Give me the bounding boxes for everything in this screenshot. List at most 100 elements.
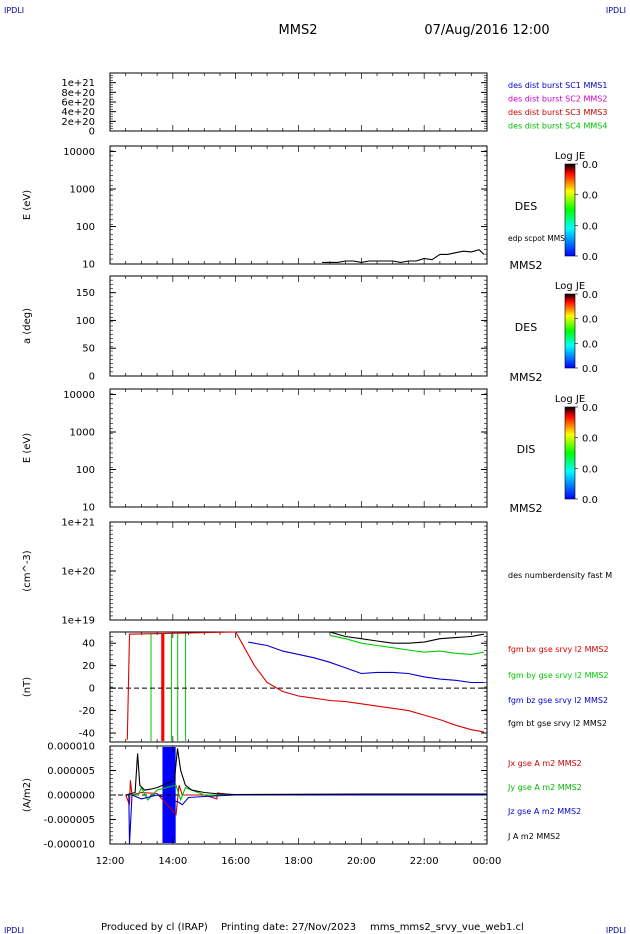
y-tick-label: 100 xyxy=(76,316,95,327)
colorbar-tick-label: 0.0 xyxy=(582,290,598,301)
series-line-2 xyxy=(329,634,484,655)
panel-5: 1e+19 1e+20 1e+21 (cm^-3) des numberdensity … xyxy=(22,518,612,627)
colorbar-tick-label: 0.0 xyxy=(582,191,598,202)
panel-frame xyxy=(109,72,488,132)
vertical-band xyxy=(185,633,187,741)
y-tick-label: 1000 xyxy=(70,184,95,195)
y-tick-label: 2e+20 xyxy=(61,117,95,128)
colorbar xyxy=(564,163,576,257)
spacecraft-label: MMS2 xyxy=(510,502,543,515)
colorbar xyxy=(564,406,576,500)
y-tick-label: 10000 xyxy=(63,390,95,401)
colorbar-tick-label: 0.0 xyxy=(582,434,598,445)
series-line-4 xyxy=(329,631,484,644)
corner-label-top-left: IPDLI xyxy=(4,6,24,15)
x-tick-label: 12:00 xyxy=(96,856,125,867)
series-legend-label: fgm by gse srvy l2 MMS2 xyxy=(508,671,609,680)
legend-entry: des dist burst SC3 MMS3 xyxy=(508,108,607,117)
x-tick-label: 00:00 xyxy=(473,856,502,867)
legend-entry: des dist burst SC1 MMS1 xyxy=(508,81,607,90)
series-legend-label: Jy gse A m2 MMS2 xyxy=(507,783,582,792)
y-tick-label: -20 xyxy=(79,706,95,717)
series-legend-label: Jz gse A m2 MMS2 xyxy=(507,807,581,816)
y-tick-label: 0.000005 xyxy=(47,766,95,777)
instrument-label: DIS xyxy=(517,443,536,456)
spacecraft-label: MMS2 xyxy=(510,259,543,272)
colorbar-tick-label: 0.0 xyxy=(582,252,598,263)
panel-frame xyxy=(109,631,488,743)
x-tick-label: 20:00 xyxy=(347,856,376,867)
footer-printing-date: Printing date: 27/Nov/2023 xyxy=(221,922,356,933)
series-line-3 xyxy=(125,794,487,845)
time-axis: 12:00 14:00 16:00 18:00 20:00 22:00 00:00 xyxy=(96,856,502,867)
y-tick-label: 100 xyxy=(76,222,95,233)
panel-2: 10 100 1000 10000 E (eV) edp scpot MMS2 DES MMS… xyxy=(22,145,598,272)
y-tick-label: -0.000010 xyxy=(44,840,95,851)
y-axis-label: a (deg) xyxy=(22,308,33,344)
y-tick-label: 1e+19 xyxy=(61,616,95,627)
y-axis-label: E (eV) xyxy=(22,433,33,463)
vertical-band xyxy=(170,633,172,741)
colorbar-tick-label: 0.0 xyxy=(582,364,598,375)
y-axis-label: (nT) xyxy=(22,677,33,697)
y-tick-label: -0.000005 xyxy=(44,815,95,826)
spacecraft-title: MMS2 xyxy=(279,23,318,38)
x-tick-label: 14:00 xyxy=(158,856,187,867)
y-tick-label: 6e+20 xyxy=(61,98,95,109)
y-tick-label: 1e+21 xyxy=(61,78,95,89)
corner-label-top-right: IPDLI xyxy=(606,6,626,15)
series-label: edp scpot MMS2 xyxy=(508,234,570,243)
colorbar-tick-label: 0.0 xyxy=(582,403,598,414)
y-axis-label: (A/m2) xyxy=(22,778,33,812)
colorbar-tick-label: 0.0 xyxy=(582,315,598,326)
y-tick-label: 4e+20 xyxy=(61,107,95,118)
colorbar-tick-label: 0.0 xyxy=(582,221,598,232)
y-tick-label: 10000 xyxy=(63,147,95,158)
series-line-3 xyxy=(248,641,484,684)
instrument-label: DES xyxy=(515,321,537,334)
series-legend-label: fgm bz gse srvy l2 MMS2 xyxy=(508,696,608,705)
y-tick-label: 150 xyxy=(76,288,95,299)
instrument-label: DES xyxy=(515,200,537,213)
y-tick-label: 1e+21 xyxy=(61,518,95,529)
y-tick-label: 0 xyxy=(89,684,95,695)
footer-produced-by: Produced by cl (IRAP) xyxy=(101,922,208,933)
series-line-1 xyxy=(322,249,485,263)
panel-7: -0.000010 -0.000005 0.000000 0.000005 0.0000… xyxy=(22,742,582,851)
y-axis-label: (cm^-3) xyxy=(22,550,33,591)
colorbar-tick-label: 0.0 xyxy=(582,339,598,350)
y-tick-label: 0 xyxy=(89,127,95,138)
x-tick-label: 22:00 xyxy=(410,856,439,867)
y-tick-label: -40 xyxy=(79,729,95,740)
series-legend-label: J A m2 MMS2 xyxy=(507,832,560,841)
colorbar-tick-label: 0.0 xyxy=(582,495,598,506)
corner-label-bottom-left: IPDLI xyxy=(4,926,24,934)
vertical-band xyxy=(161,633,165,741)
legend-entry: des dist burst SC2 MMS2 xyxy=(508,95,607,104)
series-line-2 xyxy=(125,784,487,802)
y-tick-label: 1000 xyxy=(70,427,95,438)
panel-6: -40 -20 0 20 40 (nT) fgm bx gse srvy l2 MMS2 fg… xyxy=(22,631,609,743)
colorbar-tick-label: 0.0 xyxy=(582,160,598,171)
y-tick-label: 100 xyxy=(76,465,95,476)
series-legend-label: fgm bt gse srvy l2 MMS2 xyxy=(508,719,607,728)
y-tick-label: 40 xyxy=(82,639,95,650)
x-tick-label: 16:00 xyxy=(221,856,250,867)
y-axis-label: E (eV) xyxy=(22,190,33,220)
y-tick-label: 0.000010 xyxy=(47,742,95,753)
plot-datetime: 07/Aug/2016 12:00 xyxy=(424,23,549,38)
colorbar-title: Log JE xyxy=(555,281,585,292)
series-legend-label: Jx gse A m2 MMS2 xyxy=(507,759,582,768)
y-tick-label: 0.000000 xyxy=(47,791,95,802)
panel-frame xyxy=(109,388,488,508)
colorbar xyxy=(564,293,576,369)
colorbar-title: Log JE xyxy=(555,151,585,162)
colorbar-title: Log JE xyxy=(555,394,585,405)
spacecraft-label: MMS2 xyxy=(510,371,543,384)
y-tick-label: 8e+20 xyxy=(61,88,95,99)
